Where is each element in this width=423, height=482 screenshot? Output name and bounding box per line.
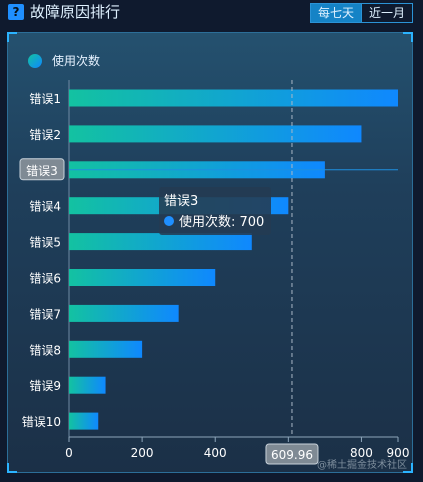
bar	[69, 89, 398, 107]
y-tick-label: 错误5	[29, 236, 61, 250]
highlight-label-box	[19, 158, 65, 181]
x-tick-label: 800	[350, 446, 373, 460]
question-icon: ?	[8, 4, 24, 20]
corner-decoration	[7, 463, 17, 473]
pointer-label: 609.96	[271, 448, 313, 462]
tooltip-value: 使用次数: 700	[179, 214, 264, 230]
bar	[69, 233, 252, 251]
y-tick-label: 错误2	[29, 128, 61, 142]
y-tick-label: 错误8	[29, 343, 61, 357]
x-tick-label: 900	[387, 446, 410, 460]
bar	[69, 376, 106, 394]
bar	[69, 412, 99, 430]
y-tick-label: 错误7	[29, 307, 61, 321]
page-title: 故障原因排行	[30, 3, 121, 21]
x-tick-label: 200	[131, 446, 154, 460]
tooltip-marker	[164, 216, 174, 226]
legend-label: 使用次数	[52, 53, 100, 68]
pointer-label-box	[265, 443, 319, 465]
header: ? 故障原因排行 每七天 近一月	[0, 0, 423, 26]
bar	[69, 340, 143, 358]
tab-monthly[interactable]: 近一月	[360, 4, 412, 22]
x-tick-label: 0	[65, 446, 73, 460]
corner-decoration	[7, 32, 17, 42]
tooltip-box	[159, 187, 271, 235]
y-tick-label: 错误3	[26, 164, 58, 178]
y-tick-label: 错误4	[29, 200, 61, 214]
time-range-tabs: 每七天 近一月	[309, 3, 413, 23]
y-tick-label: 错误10	[22, 415, 61, 429]
tooltip-title: 错误3	[164, 194, 198, 209]
legend-marker	[28, 54, 42, 68]
x-tick-label: 400	[204, 446, 227, 460]
watermark: @稀土掘金技术社区	[317, 460, 407, 471]
corner-decoration	[403, 32, 413, 42]
bar	[69, 304, 179, 322]
y-tick-label: 错误1	[29, 92, 61, 106]
y-tick-label: 错误6	[29, 272, 61, 286]
y-tick-label: 错误9	[29, 379, 61, 393]
bar	[69, 125, 362, 143]
bar	[69, 269, 216, 286]
tab-weekly[interactable]: 每七天	[310, 4, 361, 22]
corner-decoration	[403, 463, 413, 473]
